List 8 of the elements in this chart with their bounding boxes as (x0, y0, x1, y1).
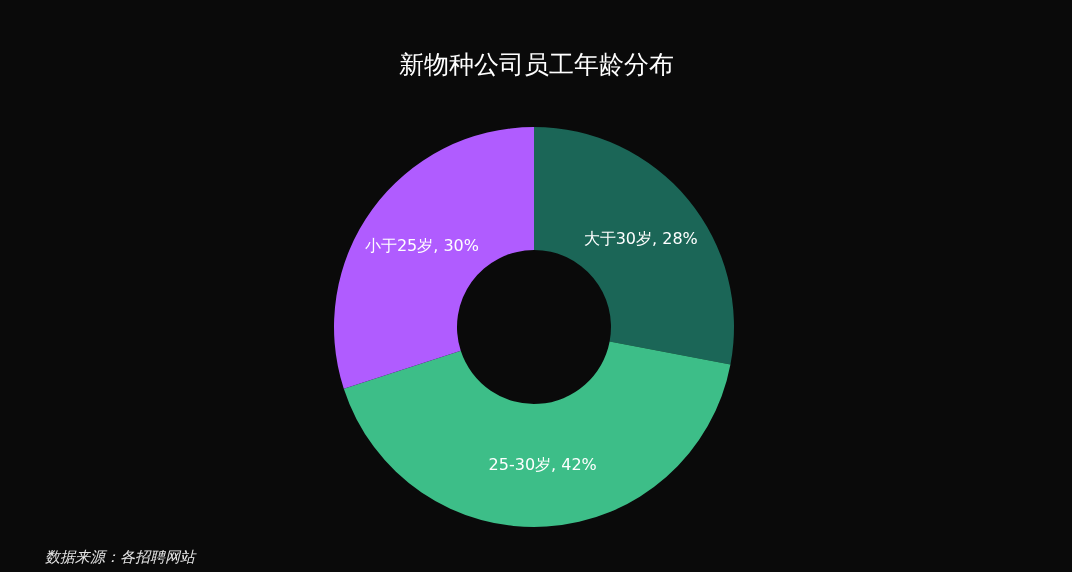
donut-slice (534, 127, 734, 365)
slice-label: 25-30岁, 42% (488, 455, 597, 475)
source-note: 数据来源：各招聘网站 (45, 548, 197, 566)
slice-label: 小于25岁, 30% (364, 235, 479, 255)
slice-label: 大于30岁, 28% (583, 228, 698, 248)
donut-slice (334, 127, 534, 389)
chart-title: 新物种公司员工年龄分布 (398, 50, 674, 79)
donut-slice (343, 341, 731, 527)
